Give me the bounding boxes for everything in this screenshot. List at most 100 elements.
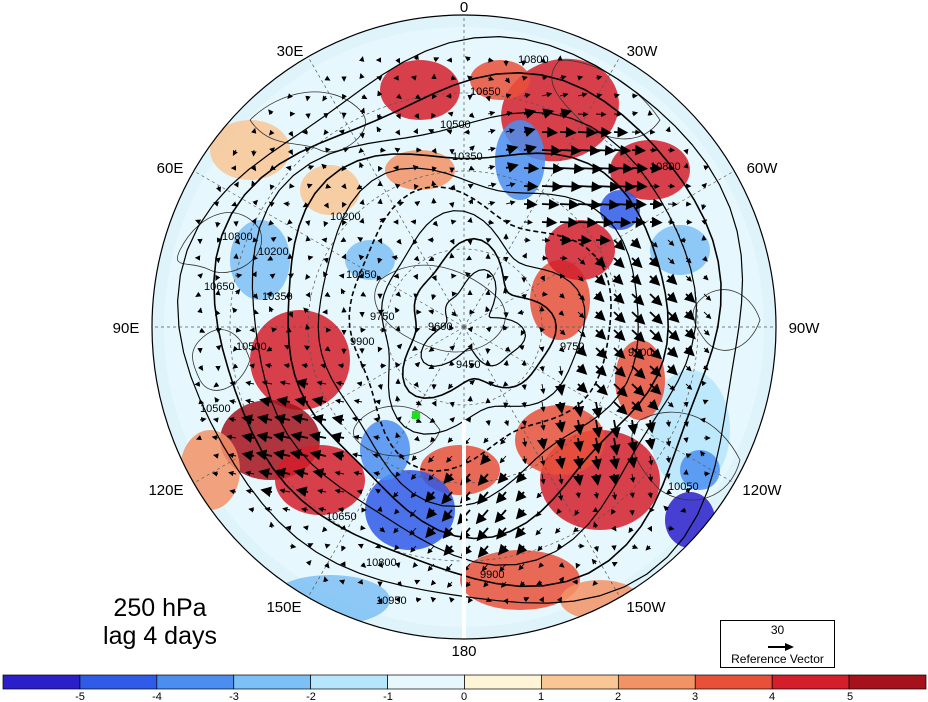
vector-arrow — [536, 491, 543, 499]
vector-arrow — [449, 238, 455, 245]
vector-arrow — [577, 257, 586, 265]
vector-arrow — [477, 473, 489, 486]
vector-arrow — [558, 365, 564, 377]
lon-label-180: 180 — [451, 643, 476, 660]
vector-arrow — [467, 326, 474, 333]
anomaly-patch — [385, 150, 455, 190]
vector-arrow — [245, 380, 255, 386]
vector-arrow — [431, 93, 438, 100]
vector-arrow — [573, 419, 585, 436]
vector-arrow — [449, 324, 455, 331]
anomaly-patch — [665, 492, 715, 548]
vector-arrow — [503, 401, 509, 409]
vector-arrow — [252, 199, 259, 206]
vector-arrow — [702, 256, 708, 262]
vector-arrow — [377, 506, 383, 512]
vector-arrow — [270, 236, 277, 243]
vector-arrow — [627, 437, 639, 453]
vector-arrow — [467, 343, 473, 350]
vector-arrow — [428, 473, 435, 481]
vector-arrow — [645, 544, 652, 551]
vector-arrow — [229, 381, 237, 387]
vector-arrow — [430, 596, 437, 603]
location-marker — [412, 411, 420, 419]
vector-arrow — [667, 525, 675, 531]
vector-arrow — [332, 450, 345, 462]
vector-arrow — [666, 364, 678, 376]
vector-arrow — [395, 291, 401, 297]
anomaly-patch — [530, 260, 590, 340]
vector-arrow — [323, 257, 329, 264]
vector-arrow — [541, 198, 560, 210]
vector-arrow — [535, 527, 543, 536]
vector-arrow — [540, 473, 546, 485]
vector-arrow — [503, 598, 509, 605]
vector-arrow — [554, 383, 566, 396]
vector-arrow — [274, 467, 291, 479]
vector-arrow — [523, 597, 530, 603]
vector-arrow — [628, 527, 634, 534]
lon-label-150e: 150E — [266, 599, 301, 616]
vector-arrow — [648, 455, 654, 466]
vector-arrow — [613, 329, 626, 341]
reference-arrow-icon — [768, 643, 794, 651]
height-contour — [420, 268, 527, 367]
vector-arrow — [269, 184, 275, 191]
vector-arrow — [199, 327, 206, 333]
vector-arrow — [594, 256, 607, 268]
vector-arrow — [414, 361, 421, 368]
vector-arrow — [253, 309, 260, 315]
vector-arrow — [311, 395, 327, 407]
vector-arrow — [307, 255, 314, 261]
vector-arrow — [235, 327, 242, 333]
vector-arrow — [700, 450, 706, 457]
vector-arrow — [413, 183, 419, 190]
vector-arrow — [376, 275, 382, 282]
vector-arrow — [573, 526, 579, 533]
vector-arrow — [575, 345, 588, 357]
contour-label: 10050 — [668, 481, 699, 493]
vector-arrow — [645, 419, 656, 434]
vector-arrow — [593, 491, 599, 499]
vector-arrow — [233, 181, 239, 188]
vector-arrow — [555, 419, 566, 433]
vector-arrow — [703, 471, 711, 477]
vector-arrow — [256, 431, 273, 443]
vector-arrow — [228, 470, 237, 477]
vector-arrow — [324, 543, 331, 549]
vector-arrow — [595, 216, 615, 228]
vector-arrow — [502, 381, 509, 387]
colorbar-tick: 2 — [615, 691, 621, 702]
vector-arrow — [356, 489, 363, 495]
vector-arrow — [647, 473, 654, 483]
vector-arrow — [428, 256, 435, 262]
vector-arrow — [467, 395, 473, 403]
vector-arrow — [536, 580, 543, 586]
vector-arrow — [577, 293, 585, 301]
vector-arrow — [559, 216, 579, 228]
colorbar-swatch — [771, 674, 850, 690]
vector-arrow — [631, 311, 646, 325]
vector-arrow — [215, 328, 222, 333]
vector-arrow — [558, 473, 564, 485]
vector-arrow — [393, 527, 399, 534]
vector-arrow — [305, 323, 311, 331]
vector-arrow — [269, 129, 275, 136]
vector-arrow — [541, 92, 553, 98]
colorbar-swatch — [617, 674, 696, 690]
vector-arrow — [505, 93, 512, 99]
vector-arrow — [680, 507, 687, 513]
lon-label-120e: 120E — [148, 482, 183, 499]
vector-arrow — [294, 396, 309, 407]
vector-arrow — [289, 183, 295, 189]
vector-arrow — [268, 201, 275, 208]
coastline — [374, 264, 506, 353]
vector-arrow — [468, 112, 475, 119]
vector-arrow — [487, 164, 496, 171]
vector-arrow — [613, 126, 629, 138]
vector-arrow — [649, 198, 664, 210]
vector-arrow — [425, 526, 437, 539]
vector-arrow — [215, 344, 222, 351]
vector-arrow — [541, 145, 562, 156]
vector-arrow — [372, 452, 381, 459]
